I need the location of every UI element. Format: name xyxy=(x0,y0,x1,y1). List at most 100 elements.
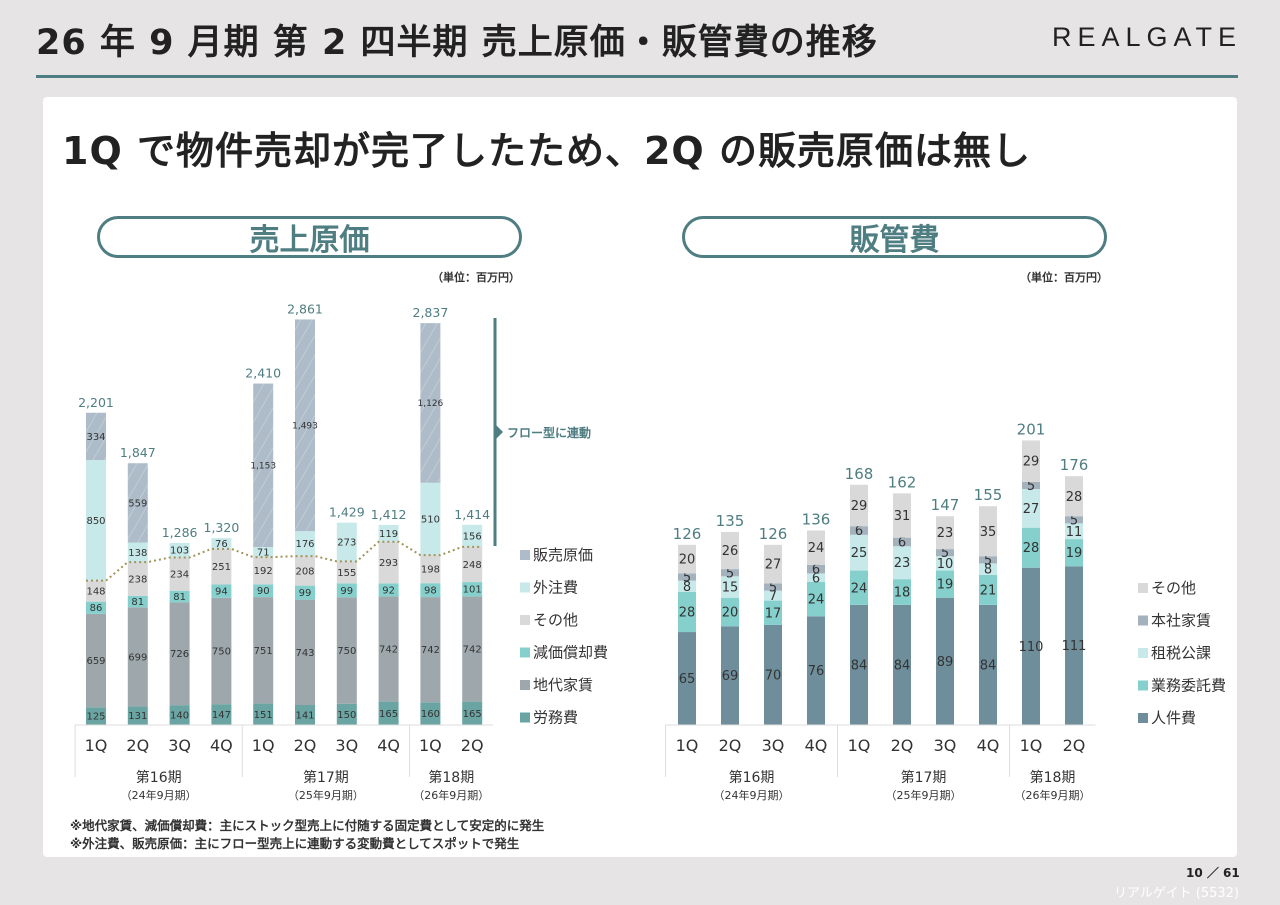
segment-label: 70 xyxy=(765,669,782,684)
bar-segment-left-5-8 xyxy=(420,323,441,483)
legend-swatch xyxy=(520,680,530,690)
period-label: 第18期 xyxy=(428,769,474,786)
bar-segment-right-3-6 xyxy=(936,549,954,557)
segment-label: 659 xyxy=(86,656,105,667)
segment-label: 89 xyxy=(937,655,954,670)
quarter-tick-label: 1Q xyxy=(848,736,871,755)
segment-label: 10 xyxy=(937,557,954,572)
segment-label: 27 xyxy=(765,558,782,573)
legend-label-4: 人件費 xyxy=(1151,709,1196,727)
footnote-variable-costs: ※外注費、販売原価：主にフロー型売上に連動する変動費としてスポットで発生 xyxy=(70,836,520,851)
bar-segment-left-1-4 xyxy=(253,597,274,704)
quarter-tick-label: 4Q xyxy=(805,736,828,755)
bar-segment-left-1-9 xyxy=(462,596,483,702)
segment-label: 23 xyxy=(937,526,954,541)
bar-segment-right-4-9 xyxy=(1065,476,1083,517)
bar-segment-left-3-9 xyxy=(462,546,483,583)
segment-label: 19 xyxy=(1066,546,1083,561)
total-label: 2,861 xyxy=(287,301,323,316)
bar-segment-right-1-7 xyxy=(979,574,997,605)
company-name: リアルゲイト (5532) xyxy=(1114,886,1239,901)
bar-segment-right-1-2 xyxy=(764,600,782,625)
bar-segment-left-4-2 xyxy=(169,542,190,558)
bar-segment-left-4-1 xyxy=(127,542,148,563)
bar-segment-right-0-3 xyxy=(807,616,825,725)
segment-label: 248 xyxy=(463,560,482,571)
segment-label: 27 xyxy=(1023,502,1040,517)
legend-swatch xyxy=(1138,713,1148,723)
bar-segment-left-2-5 xyxy=(295,585,315,600)
segment-label: 151 xyxy=(254,710,273,721)
bar-segment-right-3-5 xyxy=(893,537,911,547)
bar-segment-right-0-6 xyxy=(936,597,954,725)
bar-segment-right-1-4 xyxy=(850,570,868,605)
segment-label: 21 xyxy=(980,583,997,598)
total-label: 126 xyxy=(673,525,702,543)
quarter-tick-label: 3Q xyxy=(335,736,358,755)
bar-segment-left-3-2 xyxy=(169,557,190,591)
bar-segment-left-2-3 xyxy=(211,584,232,598)
bar-segment-left-0-4 xyxy=(253,703,274,725)
title-divider xyxy=(36,75,1238,78)
bar-segment-left-4-8 xyxy=(420,482,441,556)
bar-segment-right-3-4 xyxy=(850,526,868,535)
segment-label: 131 xyxy=(128,711,147,722)
period-label: 第17期 xyxy=(303,769,349,786)
bar-segment-left-2-4 xyxy=(253,584,274,598)
segment-label: 208 xyxy=(295,566,314,577)
total-label: 2,201 xyxy=(78,395,114,410)
quarter-tick-label: 2Q xyxy=(719,736,742,755)
legend-label-1: 外注費 xyxy=(533,579,578,597)
bar-segment-right-0-5 xyxy=(893,604,911,725)
segment-label: 31 xyxy=(894,509,911,524)
total-label: 2,410 xyxy=(245,366,281,381)
headline: 1Q で物件売却が完了したため、2Q の販売原価は無し xyxy=(62,129,1031,173)
segment-label: 25 xyxy=(851,546,868,561)
bar-segment-left-3-4 xyxy=(253,557,274,585)
bar-segment-right-1-0 xyxy=(678,592,696,633)
segment-label: 24 xyxy=(808,541,825,556)
bar-segment-left-4-5 xyxy=(295,531,315,557)
bar-segment-right-0-8 xyxy=(1022,567,1040,725)
segment-label: 71 xyxy=(257,548,270,559)
segment-label: 198 xyxy=(421,565,440,576)
segment-label: 111 xyxy=(1062,639,1087,654)
legend-label-0: 販売原価 xyxy=(533,546,593,564)
bar-segment-right-0-0 xyxy=(678,632,696,725)
legend-swatch xyxy=(520,550,530,560)
bar-segment-left-4-9 xyxy=(462,524,483,547)
quarter-tick-label: 3Q xyxy=(168,736,191,755)
bar-segment-left-4-3 xyxy=(211,538,232,549)
legend-label-2: その他 xyxy=(533,611,578,629)
bar-segment-left-0-5 xyxy=(295,705,315,725)
bar-segment-left-3-1 xyxy=(127,562,148,596)
quarter-tick-label: 2Q xyxy=(891,736,914,755)
bar-segment-left-4-6 xyxy=(336,522,357,562)
realgate-logo: REALGATE xyxy=(1052,22,1243,52)
total-label: 126 xyxy=(759,525,788,543)
segment-label: 15 xyxy=(722,581,739,596)
bar-segment-right-0-1 xyxy=(721,626,739,725)
quarter-tick-label: 2Q xyxy=(1063,736,1086,755)
segment-label: 148 xyxy=(86,587,105,598)
total-label: 1,286 xyxy=(162,525,198,540)
bar-segment-right-3-0 xyxy=(678,573,696,581)
bar-segment-right-3-8 xyxy=(1022,481,1040,490)
bar-segment-left-2-6 xyxy=(336,583,357,598)
segment-label: 84 xyxy=(980,658,997,673)
segment-label: 84 xyxy=(851,658,868,673)
bar-segment-left-1-3 xyxy=(211,597,232,705)
segment-label: 699 xyxy=(128,652,147,663)
bar-segment-right-2-4 xyxy=(850,534,868,571)
flow-bracket-arrow-icon xyxy=(496,425,503,439)
bar-segment-left-0-0 xyxy=(86,707,106,725)
segment-label: 238 xyxy=(128,574,147,585)
legend-swatch xyxy=(520,582,530,593)
segment-label: 140 xyxy=(170,711,189,722)
segment-label: 150 xyxy=(337,710,356,721)
segment-label: 165 xyxy=(379,709,398,720)
segment-label: 141 xyxy=(295,711,314,722)
legend-label-3: 減価償却費 xyxy=(533,644,608,662)
total-label: 1,320 xyxy=(204,520,240,535)
period-sub-label: （24年9月期） xyxy=(121,788,197,802)
